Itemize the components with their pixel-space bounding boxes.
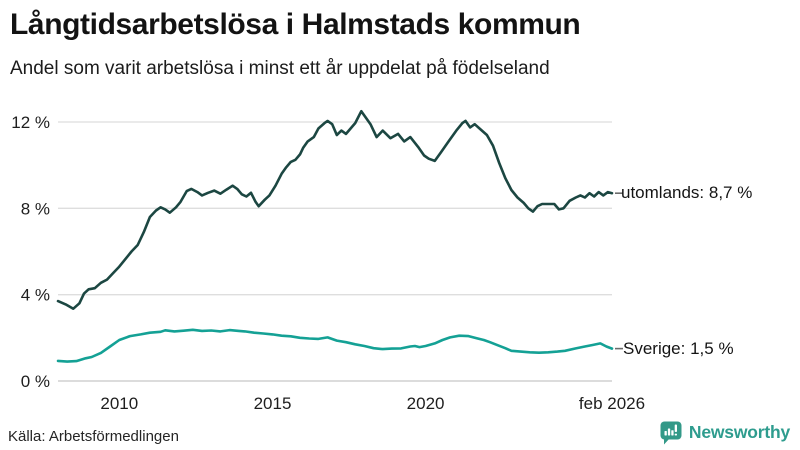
chart-subtitle: Andel som varit arbetslösa i minst ett å…	[10, 58, 550, 79]
y-tick-label-4: 4 %	[21, 286, 50, 305]
y-tick-label-12: 12 %	[11, 113, 50, 132]
page-title: Långtidsarbetslösa i Halmstads kommun	[10, 8, 581, 41]
y-tick-label-8: 8 %	[21, 199, 50, 218]
x-tick-label-2015: 2015	[254, 394, 292, 413]
x-tick-label-feb-2026: feb 2026	[579, 394, 645, 413]
series-line-sverige	[56, 328, 614, 363]
x-tick-label-2010: 2010	[100, 394, 138, 413]
series-end-label-sverige: Sverige: 1,5 %	[623, 339, 734, 358]
x-tick-label-2020: 2020	[407, 394, 445, 413]
bar-chart-speech-bubble-icon	[660, 421, 682, 445]
series-line-utomlands	[56, 109, 614, 310]
newsworthy-wordmark: Newsworthy	[688, 422, 790, 442]
series-end-label-utomlands: utomlands: 8,7 %	[621, 183, 753, 202]
y-tick-label-0: 0 %	[21, 372, 50, 391]
source-note: Källa: Arbetsförmedlingen	[8, 428, 179, 445]
newsworthy-logo[interactable]: Newsworthy	[659, 420, 790, 445]
line-chart: 0 % 4 % 8 % 12 % 2010 2015 2020 feb 2026	[11, 109, 645, 413]
